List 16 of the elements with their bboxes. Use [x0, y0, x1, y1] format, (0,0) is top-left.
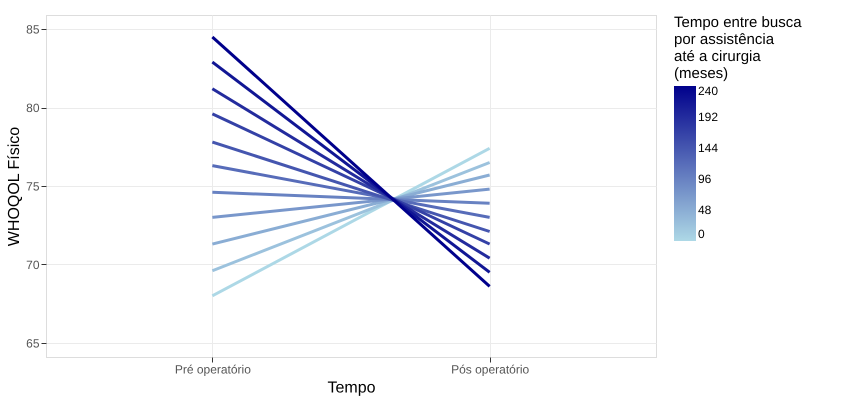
x-tick-label: Pós operatório: [451, 362, 530, 376]
color-bar-label: 96: [698, 172, 712, 186]
y-tick-label: 65: [26, 336, 40, 350]
y-tick-label: 80: [26, 101, 40, 116]
color-bar-label: 0: [698, 227, 705, 241]
color-bar-label: 192: [698, 110, 718, 124]
color-bar-label: 48: [698, 203, 712, 217]
y-tick-label: 85: [26, 22, 40, 37]
color-bar-label: 240: [698, 84, 718, 98]
x-tick-label: Pré operatório: [174, 362, 252, 376]
color-bar-label: 144: [698, 141, 718, 155]
y-axis-title: WHOQOL Físico: [6, 126, 24, 246]
y-tick-label: 70: [26, 258, 40, 272]
y-tick-label: 75: [26, 180, 40, 194]
x-axis-title: Tempo: [327, 380, 376, 396]
color-bar-title: Tempo entre busca por assistência até a cirurgia (meses): [674, 14, 802, 82]
